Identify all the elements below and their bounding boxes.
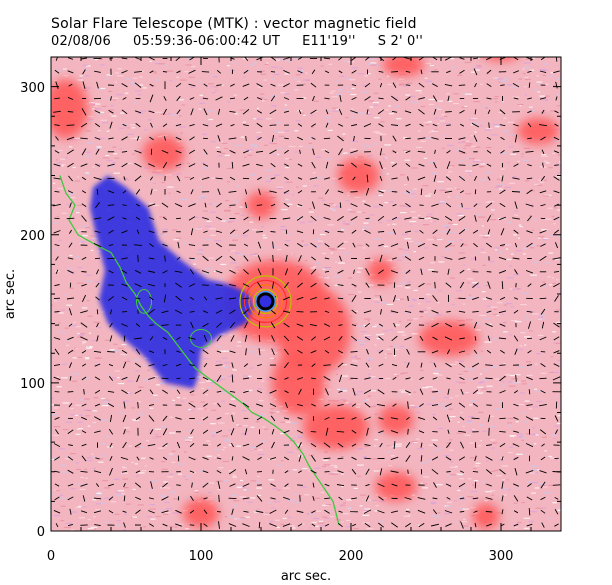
positive-blob xyxy=(183,498,219,529)
negative-polarity-region xyxy=(90,175,254,389)
obs-longitude: E11'19'' xyxy=(302,34,356,49)
y-tick-label: 300 xyxy=(20,81,45,96)
sunspot-contour xyxy=(252,288,279,315)
positive-blob xyxy=(51,79,89,139)
positive-blob xyxy=(378,405,414,435)
positive-blob xyxy=(337,157,380,194)
positive-blob xyxy=(303,405,369,450)
y-axis-label: arc sec. xyxy=(3,269,18,319)
positive-polarity-regions xyxy=(51,57,560,530)
positive-blob xyxy=(375,471,417,502)
sunspot-contour xyxy=(248,284,283,319)
positive-blob xyxy=(382,57,425,77)
sunspot-umbra xyxy=(255,290,276,312)
sunspot-contour xyxy=(239,275,292,328)
green-contour xyxy=(136,289,152,314)
x-tick-label: 100 xyxy=(189,549,214,564)
transverse-field-vectors xyxy=(53,57,561,529)
y-tick-label: 0 xyxy=(37,525,45,540)
axis-ticks xyxy=(50,56,562,532)
x-tick-label: 300 xyxy=(489,549,514,564)
sunspot-contour xyxy=(243,279,288,324)
sunspot-inner xyxy=(259,295,272,308)
plot-subtitle: 02/08/06 05:59:36-06:00:42 UT E11'19'' S 2'… xyxy=(51,34,445,49)
obs-time-range: 05:59:36-06:00:42 UT xyxy=(133,34,281,49)
obs-latitude: S 2' 0'' xyxy=(377,34,424,49)
obs-date: 02/08/06 xyxy=(51,34,111,49)
y-tick-label: 200 xyxy=(20,229,45,244)
positive-blob xyxy=(472,502,500,530)
positive-blob xyxy=(271,350,326,416)
plot-title: Solar Flare Telescope (MTK) : vector mag… xyxy=(51,16,417,32)
x-tick-label: 0 xyxy=(47,549,55,564)
y-tick-label: 100 xyxy=(20,377,45,392)
positive-blob xyxy=(517,117,560,145)
x-axis-label: arc sec. xyxy=(281,569,331,584)
negative-region xyxy=(90,175,254,389)
x-tick-label: 200 xyxy=(339,549,364,564)
positive-blob xyxy=(142,135,185,172)
